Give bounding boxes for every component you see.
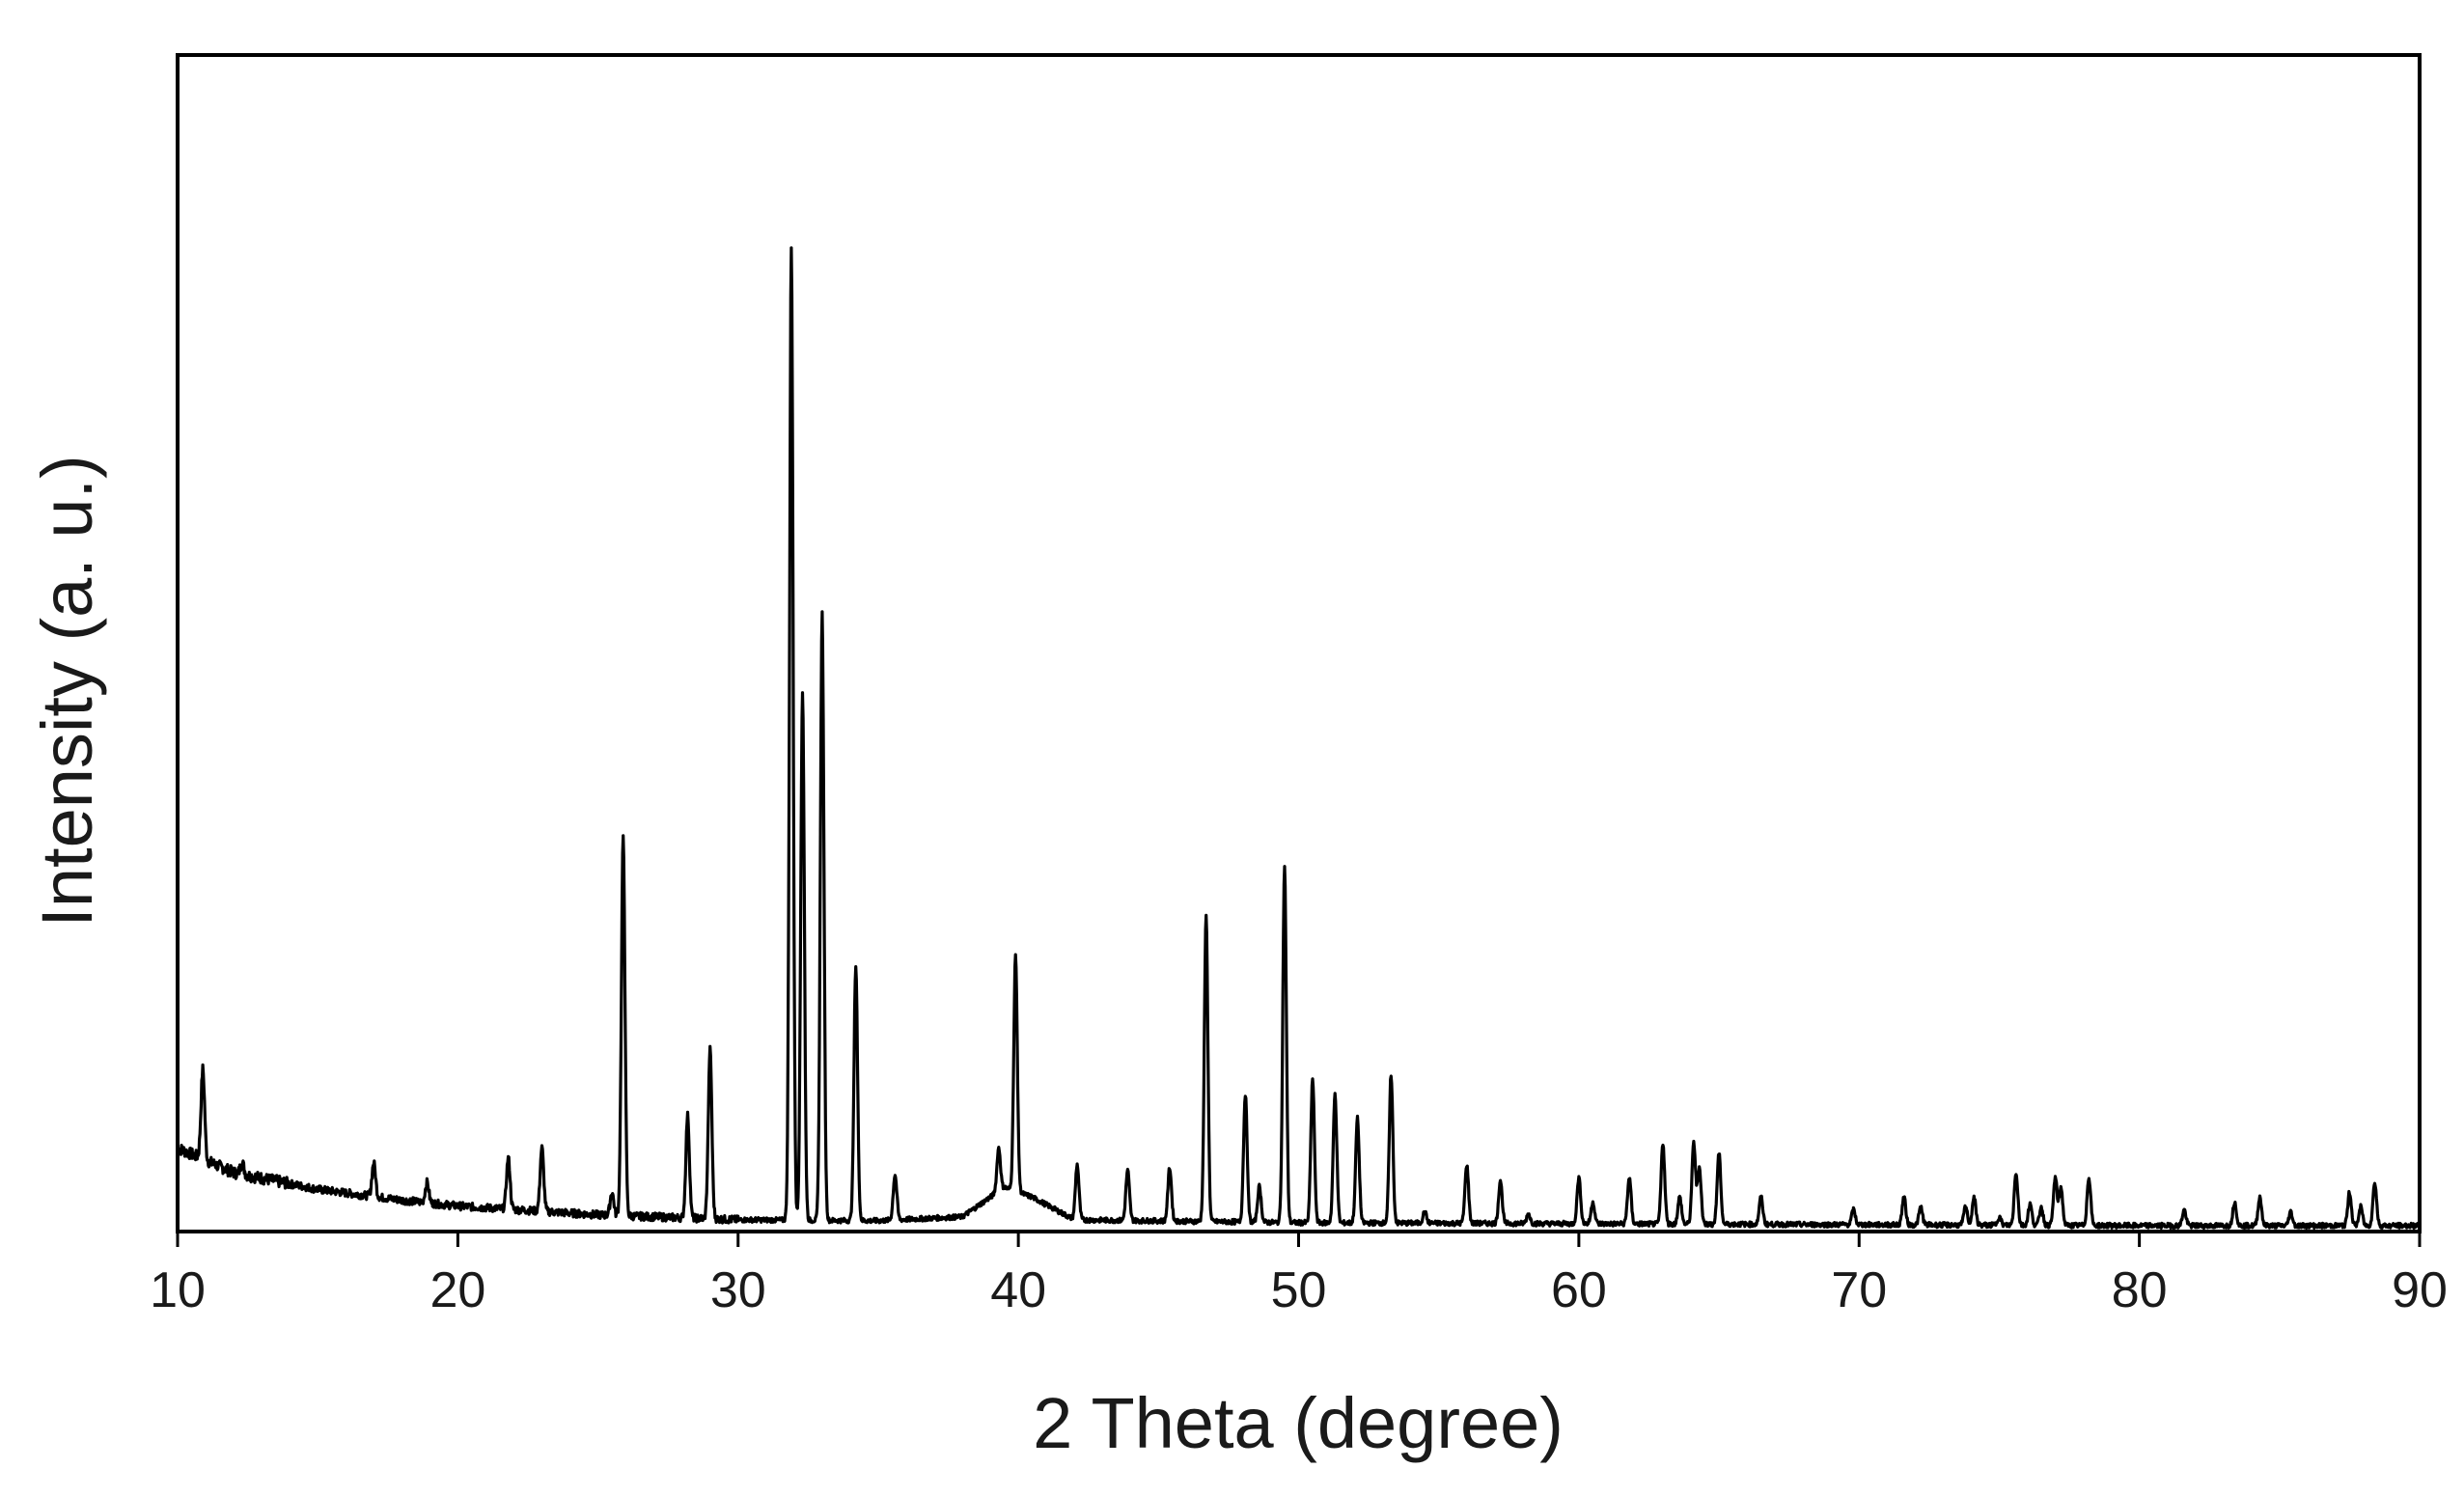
xrd-pattern-line [176,246,2422,1230]
x-tick-label: 20 [429,1262,485,1318]
x-tick-label: 90 [2392,1262,2448,1318]
x-tick-label: 80 [2112,1262,2168,1318]
x-tick-label: 10 [150,1262,206,1318]
y-axis-title: Intensity (a. u.) [27,455,107,927]
x-tick-label: 60 [1551,1262,1607,1318]
x-axis-ticks: 10 20 30 40 50 60 70 80 90 [150,1232,2448,1318]
plot-frame [176,53,2422,1233]
x-tick-label: 40 [990,1262,1046,1318]
x-tick-label: 70 [1831,1262,1887,1318]
x-tick-label: 30 [710,1262,766,1318]
x-axis-title: 2 Theta (degree) [1033,1383,1564,1463]
x-tick-label: 50 [1271,1262,1327,1318]
